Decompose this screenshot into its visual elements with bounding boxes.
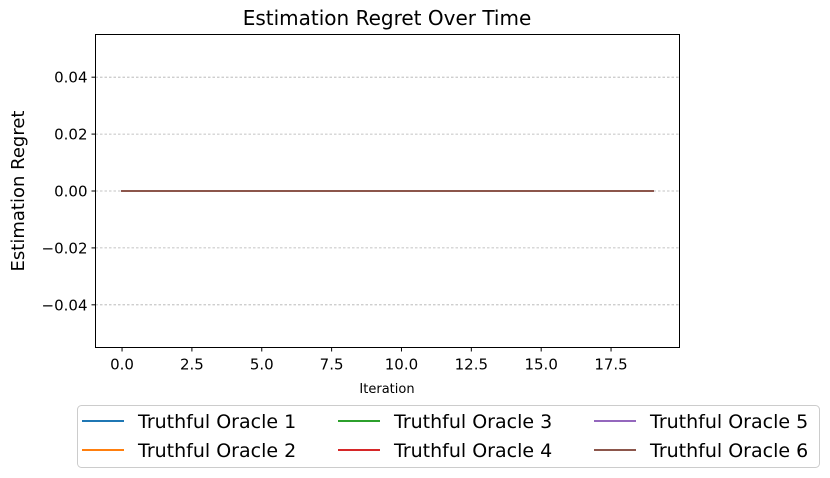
legend-label: Truthful Oracle 1 xyxy=(137,411,296,433)
y-tick-label: 0.02 xyxy=(54,126,87,144)
x-tick-label: 7.5 xyxy=(320,356,344,374)
x-tick-label: 12.5 xyxy=(455,356,488,374)
legend-label: Truthful Oracle 4 xyxy=(393,440,552,462)
legend-label: Truthful Oracle 3 xyxy=(393,411,552,433)
legend-label: Truthful Oracle 5 xyxy=(649,411,808,433)
chart-title: Estimation Regret Over Time xyxy=(243,6,532,30)
legend-label: Truthful Oracle 6 xyxy=(649,440,808,462)
y-tick-label: 0.00 xyxy=(54,183,87,201)
legend-label: Truthful Oracle 2 xyxy=(137,440,296,462)
x-tick-label: 2.5 xyxy=(180,356,204,374)
y-axis-label: Estimation Regret xyxy=(8,111,29,272)
legend: Truthful Oracle 1 Truthful Oracle 2 Truthf… xyxy=(77,405,820,468)
y-tick-label: −0.04 xyxy=(42,296,88,314)
x-tick-label: 17.5 xyxy=(594,356,627,374)
x-axis-label: Iteration xyxy=(359,382,414,397)
x-tick-label: 5.0 xyxy=(250,356,274,374)
y-tick-label: −0.02 xyxy=(42,239,88,257)
y-tick-label: 0.04 xyxy=(54,69,87,87)
x-tick-label: 0.0 xyxy=(110,356,134,374)
x-tick-label: 15.0 xyxy=(524,356,557,374)
axis-ticks: 0.04 0.02 0.00 −0.02 −0.04 0.0 2.5 5.0 7.5 10.0 12… xyxy=(42,69,628,374)
x-tick-label: 10.0 xyxy=(385,356,418,374)
